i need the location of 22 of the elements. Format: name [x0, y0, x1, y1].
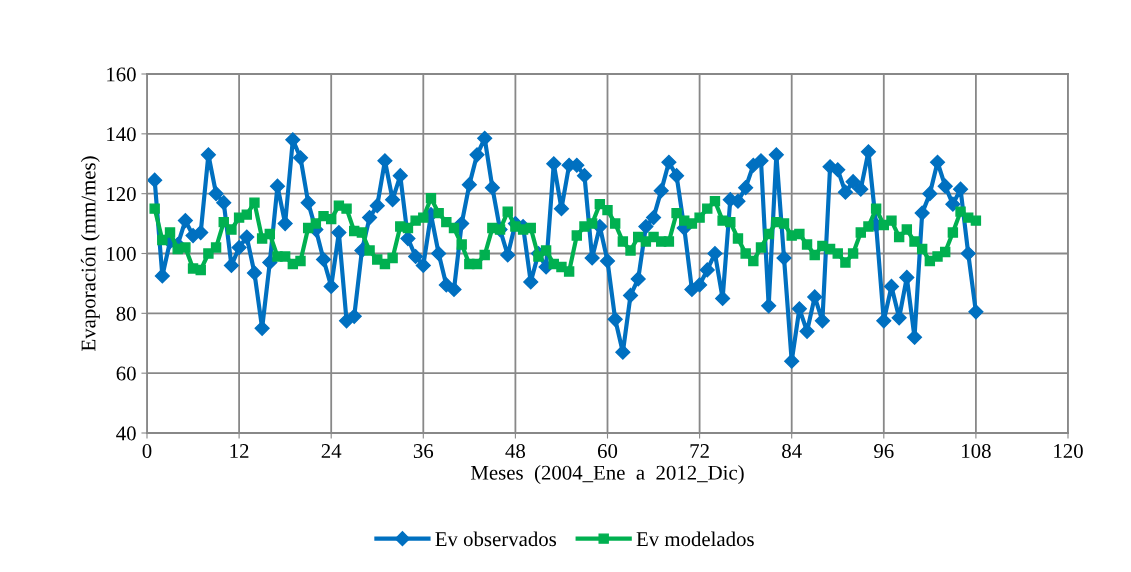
x-tick-label: 72	[690, 444, 709, 458]
legend-label: Ev observados	[435, 531, 557, 547]
x-tick-label: 96	[874, 444, 894, 459]
y-axis-title: Evaporación (mm/mes)	[80, 156, 100, 351]
x-tick-label: 24	[321, 444, 342, 458]
y-tick-label: 80	[116, 306, 136, 321]
legend-label: Ev modelados	[636, 531, 754, 547]
x-tick-label: 60	[597, 444, 618, 459]
x-tick-label: 120	[1054, 444, 1083, 459]
x-axis-title: Meses (2004_Ene a 2012_Dic)	[470, 465, 744, 484]
x-tick-label: 12	[230, 444, 249, 458]
y-tick-label: 120	[107, 187, 136, 202]
y-tick-label: 40	[116, 426, 136, 441]
y-tick-label: 140	[107, 127, 136, 142]
y-tick-label: 60	[116, 366, 136, 381]
y-tick-label: 160	[107, 67, 136, 82]
x-tick-label: 0	[142, 444, 152, 459]
x-tick-label: 108	[962, 444, 991, 459]
x-tick-label: 48	[505, 444, 526, 459]
x-tick-label: 36	[413, 444, 434, 459]
x-tick-label: 84	[782, 444, 802, 459]
y-tick-label: 100	[107, 246, 136, 261]
